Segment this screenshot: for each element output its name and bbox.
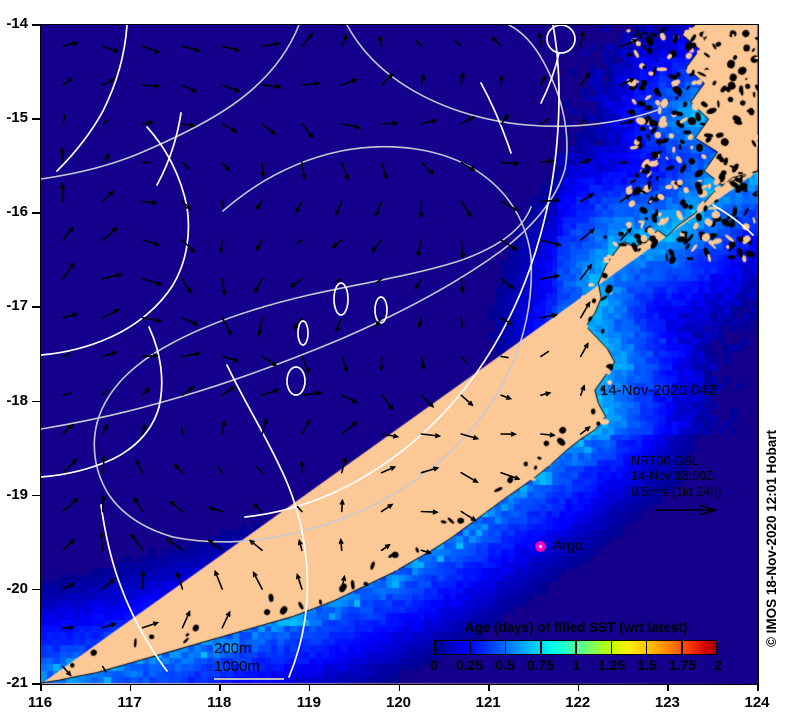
current-vector-legend: NRT00 GSL 14-Nov 18:00Z 0.5m/s (1kt 24h) — [631, 454, 721, 500]
x-tick-label: 122 — [565, 694, 591, 711]
current-scale-arrow-icon — [655, 503, 719, 516]
y-tick-label: -18 — [6, 391, 28, 409]
y-tick-label: -15 — [6, 109, 28, 127]
colorbar-tick-label: 1.5 — [637, 657, 657, 673]
colorbar-tick — [575, 641, 577, 654]
colorbar-gradient — [434, 640, 718, 655]
current-legend-scale: 0.5m/s (1kt 24h) — [631, 484, 722, 499]
x-tick-mark — [219, 684, 221, 691]
colorbar-tick-label: 2 — [714, 657, 722, 673]
x-tick-mark — [129, 684, 132, 691]
x-tick-label: 123 — [654, 694, 680, 711]
sst-age-raster — [41, 25, 758, 684]
x-tick-label: 124 — [744, 694, 770, 711]
current-legend-time: 14-Nov 18:00Z — [631, 469, 714, 484]
colorbar-tick-label: 0.25 — [455, 657, 484, 673]
y-tick-mark — [32, 118, 40, 120]
x-tick-mark — [308, 684, 311, 691]
bathymetry-legend-rule — [214, 678, 284, 680]
y-tick-label: -21 — [6, 674, 28, 691]
y-tick-mark — [32, 24, 40, 26]
x-tick-label: 117 — [117, 694, 142, 711]
argo-label: Argo — [553, 537, 583, 553]
map-plot-area[interactable] — [40, 24, 759, 685]
colorbar-title: Age (days) of filled SST (wrt latest) — [464, 620, 688, 635]
current-legend-source: NRT00 GSL — [631, 454, 699, 468]
x-tick-label: 118 — [207, 694, 232, 711]
argo-float-marker[interactable] — [535, 541, 546, 552]
colorbar-tick — [469, 641, 471, 654]
y-tick-label: -17 — [6, 297, 28, 315]
bathymetry-legend: 200m 1000m — [214, 640, 260, 677]
y-tick-mark — [32, 588, 40, 591]
colorbar-tick — [681, 641, 683, 654]
colorbar-tick-label: 0 — [430, 657, 438, 673]
x-tick-mark — [40, 684, 42, 691]
x-tick-label: 119 — [296, 694, 321, 711]
x-tick-mark — [667, 684, 669, 691]
colorbar-tick — [434, 641, 436, 654]
bathymetry-shallow-label: 200m — [214, 640, 252, 657]
y-tick-label: -20 — [6, 579, 28, 597]
y-tick-mark — [32, 683, 40, 685]
x-tick-label: 121 — [475, 694, 501, 711]
sst-date-label: 14-Nov-2020 04Z — [600, 382, 717, 399]
colorbar-tick-labels: 0 0.25 0.5 0.75 1 1.25 1.5 1.75 2 — [430, 657, 722, 675]
x-tick-mark — [398, 684, 400, 691]
colorbar-tick — [645, 641, 648, 654]
colorbar-tick-label: 1 — [572, 657, 580, 673]
colorbar-tick-label: 1.25 — [597, 657, 626, 673]
colorbar-tick — [610, 641, 612, 654]
y-tick-label: -16 — [6, 203, 28, 221]
y-tick-label: -19 — [6, 485, 28, 503]
colorbar-tick — [716, 641, 718, 654]
colorbar-tick-label: 1.75 — [668, 657, 697, 673]
x-tick-mark — [757, 684, 759, 691]
imos-credit: © IMOS 18-Nov-2020 12:01 Hobart — [764, 430, 779, 648]
x-tick-label: 120 — [385, 694, 412, 711]
colorbar-tick-label: 0.75 — [526, 657, 555, 673]
colorbar-tick — [540, 641, 542, 654]
y-tick-label: -14 — [6, 15, 28, 32]
x-tick-label: 116 — [27, 694, 53, 711]
y-tick-mark — [32, 494, 40, 497]
y-tick-mark — [32, 212, 40, 214]
y-tick-mark — [32, 306, 40, 308]
y-tick-mark — [32, 400, 40, 403]
colorbar-tick — [504, 641, 507, 654]
bathymetry-deep-label: 1000m — [214, 658, 260, 676]
x-tick-mark — [488, 684, 490, 691]
colorbar-tick-label: 0.5 — [495, 657, 515, 673]
x-tick-mark — [577, 684, 580, 691]
